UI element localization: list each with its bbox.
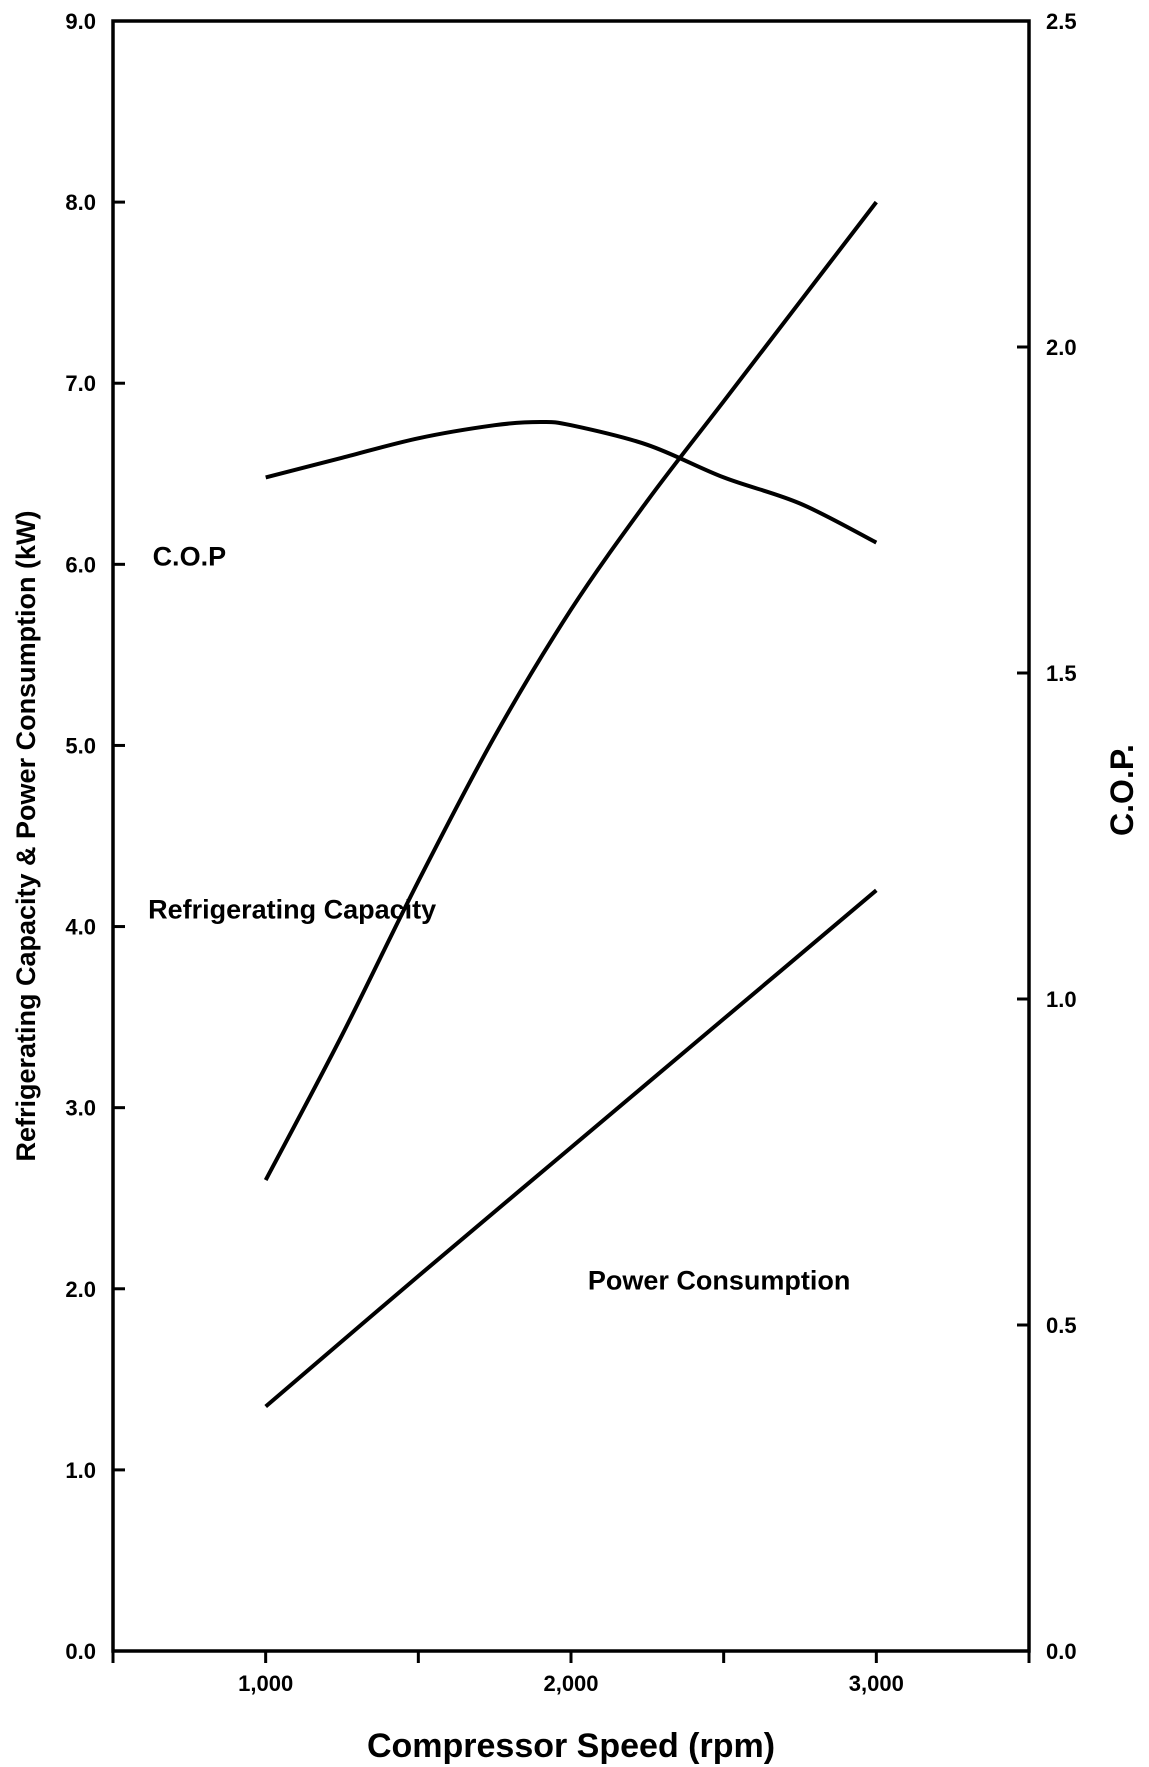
- annotation-label: C.O.P: [153, 541, 227, 571]
- plot-frame: [111, 19, 1031, 1653]
- y-left-tick-label: 5.0: [65, 733, 96, 758]
- y-left-tick-label: 0.0: [65, 1639, 96, 1664]
- ticks: [111, 19, 1031, 1663]
- x-tick-label: 2,000: [543, 1671, 598, 1696]
- series-line-refrigerating-capacity: [263, 200, 878, 1182]
- y-left-tick-label: 2.0: [65, 1277, 96, 1302]
- y-left-tick-label: 9.0: [65, 9, 96, 34]
- y-right-tick-label: 0.0: [1046, 1639, 1077, 1664]
- annotations: C.O.P Refrigerating Capacity Power Consump…: [148, 541, 850, 1295]
- series-lines: [263, 200, 878, 1409]
- annotation-label: Power Consumption: [588, 1266, 851, 1296]
- y-axis-left-title: Refrigerating Capacity & Power Consumpti…: [11, 510, 41, 1161]
- x-axis-title: Compressor Speed (rpm): [367, 1727, 775, 1765]
- y-right-tick-label: 0.5: [1046, 1313, 1077, 1338]
- series-line-c-o-p: [265, 419, 878, 545]
- y-left-tick-label: 7.0: [65, 371, 96, 396]
- y-left-tick-label: 8.0: [65, 190, 96, 215]
- annotation-label: Refrigerating Capacity: [148, 894, 436, 924]
- y-left-tick-label: 6.0: [65, 552, 96, 577]
- series-line-power-consumption: [264, 888, 878, 1409]
- y-right-tick-label: 1.5: [1046, 661, 1077, 686]
- y-left-tick-label: 3.0: [65, 1096, 96, 1121]
- y-left-tick-label: 4.0: [65, 915, 96, 940]
- y-right-tick-label: 2.0: [1046, 335, 1077, 360]
- y-axis-right-title: C.O.P.: [1104, 744, 1140, 836]
- y-right-tick-label: 2.5: [1046, 9, 1077, 34]
- x-tick-label: 3,000: [849, 1671, 904, 1696]
- tick-labels: 1,000 2,000 3,000 0.0 1.0 2.0 3.0 4.0 5.0 6.0 7.0 8…: [65, 9, 1076, 1696]
- x-tick-label: 1,000: [238, 1671, 293, 1696]
- y-right-tick-label: 1.0: [1046, 987, 1077, 1012]
- y-left-tick-label: 1.0: [65, 1458, 96, 1483]
